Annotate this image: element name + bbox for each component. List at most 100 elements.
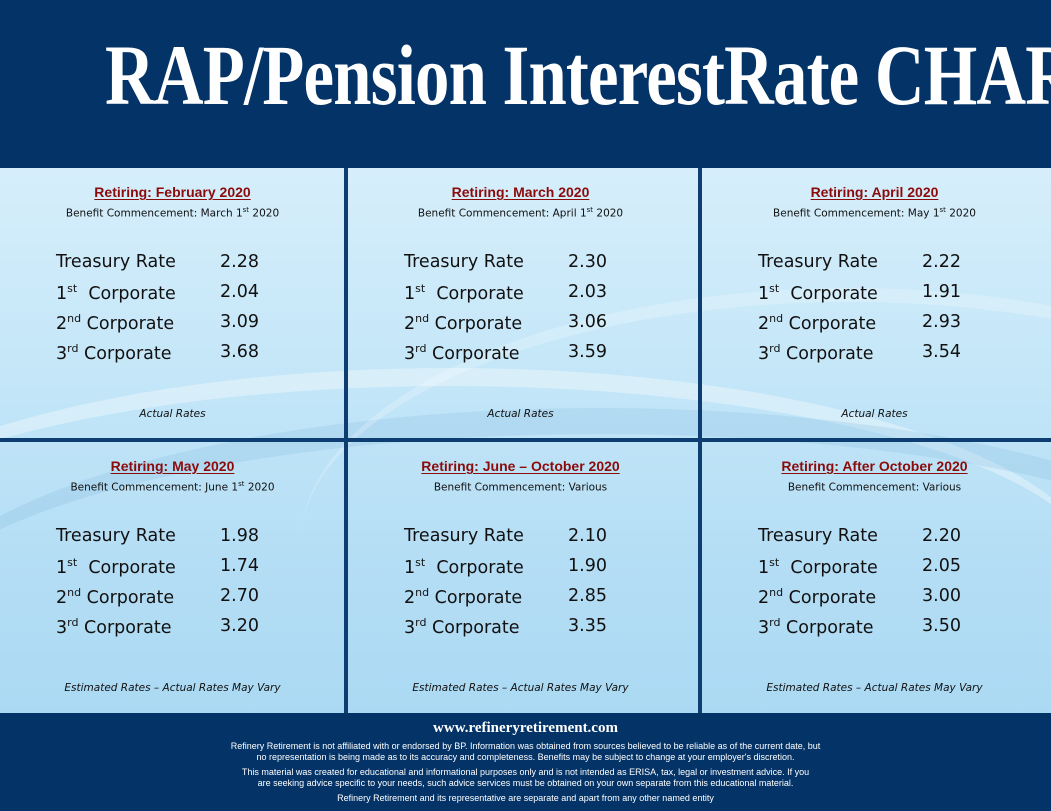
rate-panel: Retiring: April 2020 Benefit Commencemen… xyxy=(702,168,1047,438)
rate-row: 2nd Corporate 2.70 xyxy=(56,586,296,616)
disclaimer-line: Refinery Retirement is not affiliated wi… xyxy=(230,741,821,751)
rate-row: 3rd Corporate 3.35 xyxy=(404,616,644,646)
rate-row: 1st Corporate 1.90 xyxy=(404,556,644,586)
page-title: RAP/Pension InterestRate CHART xyxy=(105,27,1051,123)
rate-value: 2.28 xyxy=(220,252,259,272)
rates-grid: Retiring: February 2020 Benefit Commence… xyxy=(0,168,1051,713)
rate-value: 2.85 xyxy=(568,586,607,606)
rate-label: 2nd Corporate xyxy=(758,312,877,334)
disclaimer-separate-entity: Refinery Retirement and its representati… xyxy=(337,793,714,803)
rate-row: Treasury Rate 2.10 xyxy=(404,526,644,556)
rate-label: 3rd Corporate xyxy=(404,342,520,364)
rate-value: 2.22 xyxy=(922,252,961,272)
rate-value: 1.91 xyxy=(922,282,961,302)
rate-value: 2.05 xyxy=(922,556,961,576)
panel-title: Retiring: June – October 2020 xyxy=(421,458,620,474)
disclaimer-line: no representation is being made as to it… xyxy=(256,752,795,762)
rate-row: 3rd Corporate 3.54 xyxy=(758,342,998,372)
rate-value: 3.54 xyxy=(922,342,961,362)
rate-note: Estimated Rates – Actual Rates May Vary xyxy=(64,682,281,694)
rate-value: 3.50 xyxy=(922,616,961,636)
website-link[interactable]: www.refineryretirement.com xyxy=(433,720,618,736)
rate-label: 1st Corporate xyxy=(404,282,524,304)
rate-value: 3.35 xyxy=(568,616,607,636)
rate-value: 1.74 xyxy=(220,556,259,576)
rate-label: 3rd Corporate xyxy=(404,616,520,638)
rate-note: Estimated Rates – Actual Rates May Vary xyxy=(766,682,983,694)
rate-row: 1st Corporate 2.04 xyxy=(56,282,296,312)
rates-list: Treasury Rate 2.28 1st Corporate 2.04 2n… xyxy=(56,252,296,372)
rate-label: 1st Corporate xyxy=(56,282,176,304)
rate-panel: Retiring: After October 2020 Benefit Com… xyxy=(702,442,1047,712)
rate-row: 3rd Corporate 3.50 xyxy=(758,616,998,646)
rate-row: 1st Corporate 2.05 xyxy=(758,556,998,586)
disclaimer-line: This material was created for educationa… xyxy=(241,767,810,777)
rate-row: Treasury Rate 1.98 xyxy=(56,526,296,556)
rate-label: Treasury Rate xyxy=(56,526,176,546)
header-banner: RAP/Pension InterestRate CHART xyxy=(0,0,1051,168)
panel-title: Retiring: February 2020 xyxy=(94,184,251,200)
rate-value: 2.93 xyxy=(922,312,961,332)
rate-label: 2nd Corporate xyxy=(758,586,877,608)
rate-row: 1st Corporate 1.74 xyxy=(56,556,296,586)
rate-label: 3rd Corporate xyxy=(56,616,172,638)
rate-label: 1st Corporate xyxy=(758,282,878,304)
disclaimer-educational: This material was created for educationa… xyxy=(0,767,1051,789)
rate-value: 1.98 xyxy=(220,526,259,546)
rate-label: Treasury Rate xyxy=(758,526,878,546)
rate-row: 3rd Corporate 3.20 xyxy=(56,616,296,646)
rate-value: 2.10 xyxy=(568,526,607,546)
rate-row: Treasury Rate 2.30 xyxy=(404,252,644,282)
rate-label: Treasury Rate xyxy=(758,252,878,272)
rate-note: Actual Rates xyxy=(139,408,206,420)
rate-value: 3.20 xyxy=(220,616,259,636)
rate-label: 3rd Corporate xyxy=(758,342,874,364)
disclaimer-affiliation: Refinery Retirement is not affiliated wi… xyxy=(0,741,1051,763)
rate-row: 1st Corporate 2.03 xyxy=(404,282,644,312)
rate-row: Treasury Rate 2.22 xyxy=(758,252,998,282)
rate-label: 1st Corporate xyxy=(56,556,176,578)
rate-value: 3.68 xyxy=(220,342,259,362)
rate-panel: Retiring: February 2020 Benefit Commence… xyxy=(0,168,345,438)
rate-row: 2nd Corporate 3.00 xyxy=(758,586,998,616)
benefit-commencement: Benefit Commencement: May 1st 2020 xyxy=(773,206,976,220)
rate-row: 2nd Corporate 3.09 xyxy=(56,312,296,342)
rates-list: Treasury Rate 1.98 1st Corporate 1.74 2n… xyxy=(56,526,296,646)
benefit-commencement: Benefit Commencement: March 1st 2020 xyxy=(65,206,280,220)
rate-row: 3rd Corporate 3.68 xyxy=(56,342,296,372)
rate-panel: Retiring: March 2020 Benefit Commencemen… xyxy=(348,168,693,438)
rate-label: 2nd Corporate xyxy=(404,586,523,608)
panel-title: Retiring: After October 2020 xyxy=(781,458,968,474)
panel-title: Retiring: May 2020 xyxy=(110,458,235,474)
rate-value: 2.70 xyxy=(220,586,259,606)
rate-panel: Retiring: June – October 2020 Benefit Co… xyxy=(348,442,693,712)
rate-panel: Retiring: May 2020 Benefit Commencement:… xyxy=(0,442,345,712)
benefit-commencement: Benefit Commencement: April 1st 2020 xyxy=(417,206,624,220)
panel-title: Retiring: March 2020 xyxy=(451,184,590,200)
rate-label: 2nd Corporate xyxy=(56,312,175,334)
rates-list: Treasury Rate 2.22 1st Corporate 1.91 2n… xyxy=(758,252,998,372)
rate-label: 3rd Corporate xyxy=(56,342,172,364)
rate-value: 3.59 xyxy=(568,342,607,362)
disclaimer-line: are seeking advice specific to your need… xyxy=(257,778,794,788)
rate-value: 3.09 xyxy=(220,312,259,332)
rate-value: 2.03 xyxy=(568,282,607,302)
rate-label: 3rd Corporate xyxy=(758,616,874,638)
rate-row: Treasury Rate 2.20 xyxy=(758,526,998,556)
rate-note: Estimated Rates – Actual Rates May Vary xyxy=(412,682,629,694)
grid-divider xyxy=(0,438,1051,442)
rate-row: 1st Corporate 1.91 xyxy=(758,282,998,312)
rate-row: Treasury Rate 2.28 xyxy=(56,252,296,282)
rate-value: 1.90 xyxy=(568,556,607,576)
rates-list: Treasury Rate 2.20 1st Corporate 2.05 2n… xyxy=(758,526,998,646)
rate-label: Treasury Rate xyxy=(404,526,524,546)
footer: www.refineryretirement.com Refinery Reti… xyxy=(0,713,1051,811)
rates-list: Treasury Rate 2.10 1st Corporate 1.90 2n… xyxy=(404,526,644,646)
benefit-commencement: Benefit Commencement: Various xyxy=(787,481,962,494)
benefit-commencement: Benefit Commencement: June 1st 2020 xyxy=(70,480,275,494)
rate-value: 2.04 xyxy=(220,282,259,302)
rate-value: 2.20 xyxy=(922,526,961,546)
rate-note: Actual Rates xyxy=(841,408,908,420)
rate-note: Actual Rates xyxy=(487,408,554,420)
